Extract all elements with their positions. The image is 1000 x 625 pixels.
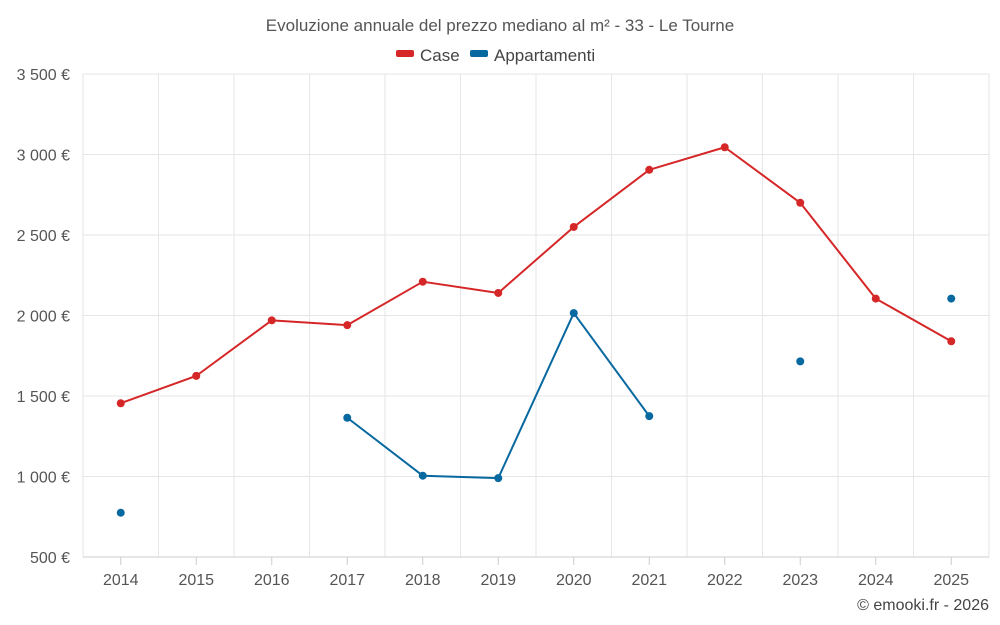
data-point[interactable]: [796, 198, 805, 207]
data-point[interactable]: [645, 412, 654, 421]
data-point[interactable]: [947, 337, 956, 346]
x-tick-label: 2018: [405, 572, 441, 589]
y-tick-label: 500 €: [30, 550, 70, 567]
x-tick-label: 2020: [556, 572, 592, 589]
legend-item-case[interactable]: Case: [396, 46, 460, 65]
legend-label: Appartamenti: [494, 46, 595, 65]
data-point[interactable]: [116, 399, 125, 408]
data-point[interactable]: [569, 309, 578, 318]
data-point[interactable]: [947, 294, 956, 303]
legend-swatch: [470, 50, 488, 57]
data-point[interactable]: [569, 222, 578, 231]
legend-label: Case: [420, 46, 460, 65]
series-line: [120, 146, 952, 405]
data-point[interactable]: [720, 143, 729, 152]
data-point[interactable]: [645, 165, 654, 174]
axes: 500 € 1 000 € 1 500 € 2 000 € 2 500 € 3 000 €…: [17, 67, 989, 589]
x-tick-label: 2017: [329, 572, 365, 589]
data-point[interactable]: [343, 321, 352, 330]
data-point[interactable]: [116, 508, 125, 517]
y-tick-label: 1 500 €: [17, 389, 70, 406]
credit-text: © emooki.fr - 2026: [857, 597, 989, 614]
data-point[interactable]: [192, 371, 201, 380]
x-tick-label: 2015: [178, 572, 214, 589]
y-tick-label: 2 000 €: [17, 309, 70, 326]
x-tick-label: 2025: [933, 572, 969, 589]
x-tick-label: 2016: [254, 572, 290, 589]
x-tick-label: 2021: [631, 572, 667, 589]
data-point[interactable]: [494, 474, 503, 483]
x-tick-label: 2022: [707, 572, 743, 589]
y-tick-label: 3 000 €: [17, 148, 70, 165]
y-tick-label: 2 500 €: [17, 228, 70, 245]
series: [116, 143, 956, 517]
legend: Case Appartamenti: [396, 46, 595, 65]
y-tick-label: 3 500 €: [17, 67, 70, 84]
legend-item-appartamenti[interactable]: Appartamenti: [470, 46, 595, 65]
data-point[interactable]: [267, 316, 276, 325]
data-point[interactable]: [418, 277, 427, 286]
x-tick-label: 2024: [858, 572, 894, 589]
data-point[interactable]: [871, 294, 880, 303]
y-tick-label: 1 000 €: [17, 470, 70, 487]
x-tick-label: 2014: [103, 572, 139, 589]
data-point[interactable]: [796, 357, 805, 366]
x-tick-label: 2023: [782, 572, 818, 589]
x-tick-label: 2019: [480, 572, 516, 589]
series-case: [116, 143, 956, 408]
data-point[interactable]: [418, 471, 427, 480]
legend-swatch: [396, 50, 414, 57]
grid: [82, 73, 990, 557]
data-point[interactable]: [494, 288, 503, 297]
data-point[interactable]: [343, 413, 352, 422]
series-appartamenti: [116, 294, 956, 517]
chart-title: Evoluzione annuale del prezzo mediano al…: [266, 16, 734, 35]
